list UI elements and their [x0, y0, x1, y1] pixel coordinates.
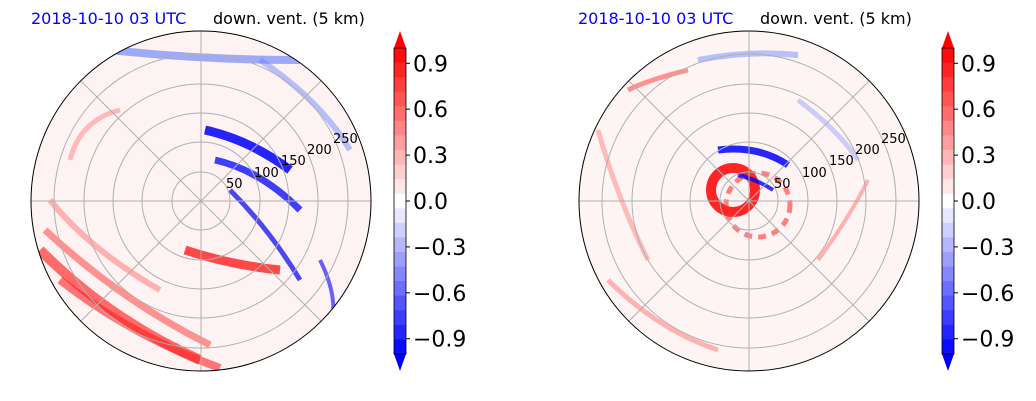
chart-title-right: down. vent. (5 km)	[760, 9, 912, 28]
colorbar-level	[394, 120, 406, 136]
polar-grid	[31, 31, 371, 371]
radial-tick-label: 100	[802, 166, 827, 181]
colorbar-level	[394, 179, 406, 195]
colorbar-level	[942, 150, 954, 166]
colorbar-tick-label: 0.0	[413, 190, 448, 215]
colorbar-level	[394, 252, 406, 268]
colorbar-level	[394, 193, 406, 209]
colorbar-level	[942, 135, 954, 151]
colorbar-level	[942, 62, 954, 78]
colorbar-tick-label: −0.9	[961, 328, 1014, 353]
polar-outline	[578, 30, 920, 372]
colorbar-tick-label: −0.3	[413, 236, 466, 261]
colorbar-level	[394, 208, 406, 224]
colorbar-level	[394, 106, 406, 122]
radial-tick-label: 150	[281, 154, 306, 169]
colorbar-level	[394, 310, 406, 326]
colorbar-level	[942, 164, 954, 180]
radial-tick-label: 100	[254, 166, 279, 181]
colorbar-tick-label: 0.6	[413, 98, 448, 123]
colorbar-level	[394, 150, 406, 166]
colorbar-level	[942, 48, 954, 64]
colorbar-level	[942, 295, 954, 311]
polar-chart-right: 2018-10-10 03 UTC down. vent. (5 km)	[578, 9, 1014, 372]
colorbar-level	[394, 295, 406, 311]
panel-left: 2018-10-10 03 UTC down. vent. (5 km)	[30, 9, 466, 372]
colorbar-tick-label: 0.9	[413, 52, 448, 77]
radial-tick-label: 50	[774, 177, 791, 192]
colorbar-extend-max	[394, 31, 406, 48]
radial-tick-label: 250	[333, 132, 358, 147]
colorbar-extend-min	[942, 354, 954, 371]
radial-tick-label: 200	[855, 143, 880, 158]
colorbar-level	[942, 281, 954, 297]
chart-title-left: 2018-10-10 03 UTC	[578, 9, 733, 28]
colorbar-level	[942, 120, 954, 136]
polar-chart-left: 2018-10-10 03 UTC down. vent. (5 km)	[30, 9, 466, 372]
colorbar-level	[942, 106, 954, 122]
colorbar-level	[394, 266, 406, 282]
chart-title-left: 2018-10-10 03 UTC	[31, 9, 186, 28]
colorbar-level	[942, 237, 954, 253]
colorbar-level	[394, 77, 406, 93]
colorbar-tick-label: 0.0	[961, 190, 996, 215]
colorbar-tick-label: 0.6	[961, 98, 996, 123]
radial-tick-label: 200	[307, 143, 332, 158]
colorbar-level	[394, 48, 406, 64]
colorbar-tick-label: −0.9	[413, 328, 466, 353]
colorbar-level	[942, 222, 954, 238]
colorbar-tick-label: 0.3	[413, 144, 448, 169]
colorbar-level	[942, 310, 954, 326]
colorbar-level	[942, 91, 954, 107]
colorbar-level	[942, 208, 954, 224]
colorbar-level	[942, 252, 954, 268]
panel-right: 2018-10-10 03 UTC down. vent. (5 km)	[518, 0, 1036, 401]
radial-tick-label: 50	[226, 177, 243, 192]
colorbar-level	[394, 281, 406, 297]
colorbar-tick-label: 0.9	[961, 52, 996, 77]
colorbar: −0.9 −0.6 −0.3 0.0 0.3 0.6 0.9	[393, 31, 466, 371]
colorbar-level	[394, 324, 406, 340]
colorbar-tick-label: −0.3	[961, 236, 1014, 261]
colorbar-level	[942, 179, 954, 195]
colorbar-level	[394, 62, 406, 78]
colorbar: −0.9 −0.6 −0.3 0.0 0.3 0.6 0.9	[941, 31, 1014, 371]
colorbar-tick-label: 0.3	[961, 144, 996, 169]
radial-tick-labels: 50 100 150 200 250	[774, 132, 906, 192]
colorbar-tick-label: −0.6	[413, 282, 466, 307]
colorbar-level	[394, 91, 406, 107]
colorbar-level	[942, 324, 954, 340]
colorbar-level	[942, 339, 954, 355]
colorbar-level	[394, 135, 406, 151]
colorbar-level	[394, 237, 406, 253]
colorbar-level	[942, 193, 954, 209]
colorbar-level	[942, 266, 954, 282]
polar-grid	[579, 31, 919, 371]
chart-title-right: down. vent. (5 km)	[213, 9, 365, 28]
colorbar-level	[394, 339, 406, 355]
radial-tick-labels: 50 100 150 200 250	[226, 132, 358, 192]
radial-tick-label: 250	[881, 132, 906, 147]
colorbar-extend-min	[394, 354, 406, 371]
colorbar-level	[394, 222, 406, 238]
colorbar-extend-max	[942, 31, 954, 48]
polar-outline	[30, 30, 372, 372]
colorbar-level	[394, 164, 406, 180]
radial-tick-label: 150	[829, 154, 854, 169]
colorbar-level	[942, 77, 954, 93]
colorbar-tick-label: −0.6	[961, 282, 1014, 307]
